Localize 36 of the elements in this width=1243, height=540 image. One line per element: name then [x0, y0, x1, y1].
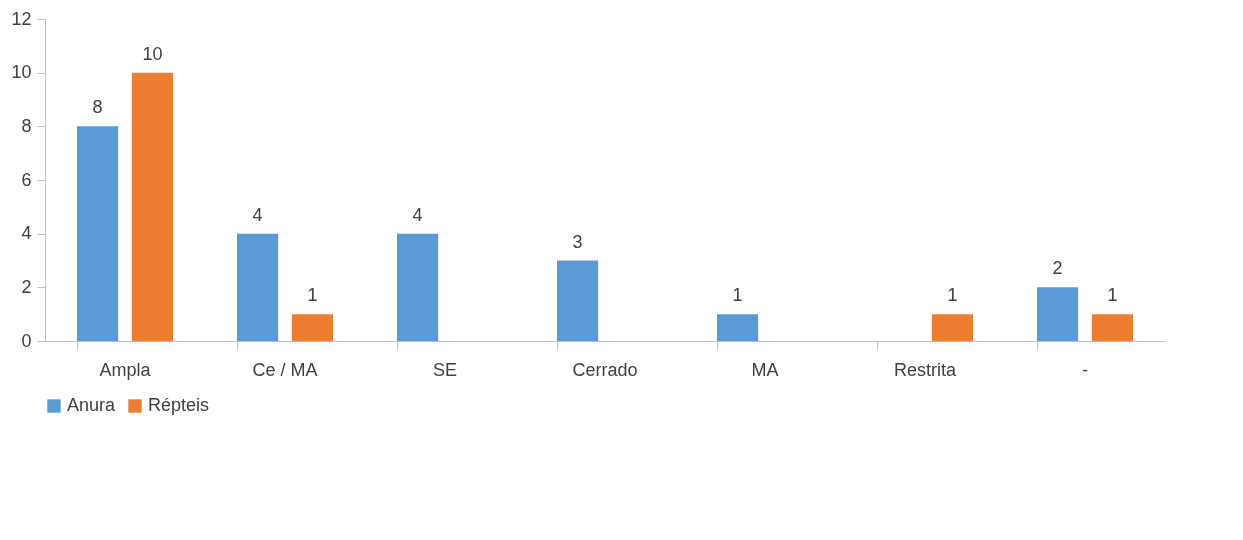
y-tick-label: 8 — [21, 115, 32, 136]
bar — [557, 260, 599, 341]
bar — [77, 126, 119, 341]
bar — [717, 314, 759, 341]
data-label: 1 — [307, 285, 318, 306]
data-label: 1 — [947, 285, 958, 306]
data-label: 10 — [142, 43, 163, 64]
y-tick-label: 4 — [21, 223, 32, 244]
data-label: 1 — [1107, 285, 1118, 306]
bar — [131, 72, 173, 341]
bar — [397, 233, 439, 341]
y-tick-label: 10 — [11, 62, 32, 83]
bar — [291, 314, 333, 341]
bar — [237, 233, 279, 341]
legend-label: Répteis — [148, 395, 210, 415]
bar — [1091, 314, 1133, 341]
x-tick-label: Restrita — [893, 359, 957, 380]
bar — [931, 314, 973, 341]
data-label: 8 — [92, 97, 103, 118]
y-tick-label: 0 — [21, 330, 32, 351]
x-tick-label: Ce / MA — [252, 359, 318, 380]
x-tick-label: MA — [751, 359, 779, 380]
y-tick-label: 6 — [21, 169, 32, 190]
x-tick-label: Cerrado — [572, 359, 638, 380]
data-label: 3 — [572, 231, 583, 252]
x-tick-label: - — [1082, 359, 1088, 380]
data-label: 4 — [252, 204, 263, 225]
data-label: 1 — [732, 285, 743, 306]
bar — [1037, 287, 1079, 341]
x-tick-label: Ampla — [99, 359, 152, 380]
y-tick-label: 12 — [11, 8, 32, 29]
data-label: 4 — [412, 204, 423, 225]
x-tick-label: SE — [432, 359, 458, 380]
data-label: 2 — [1052, 258, 1063, 279]
legend-label: Anura — [67, 395, 117, 415]
y-tick-label: 2 — [21, 276, 32, 297]
